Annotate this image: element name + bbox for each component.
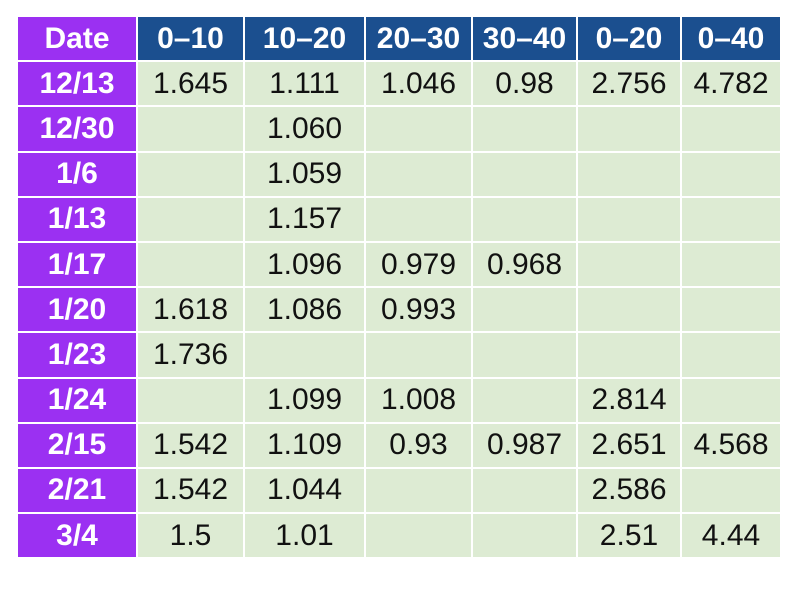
table-cell <box>136 376 245 424</box>
table-cell: 1.109 <box>243 421 366 469</box>
table-cell <box>471 512 578 560</box>
table-cell <box>364 150 473 198</box>
row-header-date: 1/13 <box>16 195 138 243</box>
table-cell <box>680 286 782 334</box>
table-cell <box>680 466 782 515</box>
table-cell <box>471 105 578 153</box>
row-header-date: 12/30 <box>16 105 138 153</box>
table-cell <box>576 195 682 243</box>
table-cell: 4.44 <box>680 512 782 560</box>
table-cell: 1.618 <box>136 286 245 334</box>
table-cell <box>576 240 682 289</box>
row-header-date: 2/21 <box>16 466 138 515</box>
header-row: Date 0–10 10–20 20–30 30–40 0–20 0–40 <box>16 14 782 63</box>
table-row: 2/15 1.542 1.109 0.93 0.987 2.651 4.568 <box>16 421 782 469</box>
table-cell <box>364 512 473 560</box>
table-row: 12/30 1.060 <box>16 105 782 153</box>
table-row: 1/17 1.096 0.979 0.968 <box>16 240 782 289</box>
table-cell: 1.157 <box>243 195 366 243</box>
column-header-10-20: 10–20 <box>243 14 366 63</box>
table-cell: 1.008 <box>364 376 473 424</box>
column-header-20-30: 20–30 <box>364 14 473 63</box>
table-row: 1/6 1.059 <box>16 150 782 198</box>
table-cell <box>680 195 782 243</box>
table-cell: 1.060 <box>243 105 366 153</box>
table-row: 1/20 1.618 1.086 0.993 <box>16 286 782 334</box>
table-cell <box>680 376 782 424</box>
row-header-date: 12/13 <box>16 60 138 108</box>
row-header-date: 1/23 <box>16 331 138 379</box>
table-cell <box>680 105 782 153</box>
table-cell: 1.645 <box>136 60 245 108</box>
table-cell: 2.586 <box>576 466 682 515</box>
table-cell: 1.5 <box>136 512 245 560</box>
table-header: Date 0–10 10–20 20–30 30–40 0–20 0–40 <box>16 14 782 63</box>
table-cell <box>136 150 245 198</box>
row-header-date: 2/15 <box>16 421 138 469</box>
table-cell: 0.979 <box>364 240 473 289</box>
table-row: 2/21 1.542 1.044 2.586 <box>16 466 782 515</box>
table-cell: 2.814 <box>576 376 682 424</box>
column-header-0-20: 0–20 <box>576 14 682 63</box>
table-cell: 0.968 <box>471 240 578 289</box>
table-cell <box>136 195 245 243</box>
table-cell: 0.93 <box>364 421 473 469</box>
table-cell <box>471 331 578 379</box>
table-cell: 0.987 <box>471 421 578 469</box>
row-header-date: 1/6 <box>16 150 138 198</box>
table-cell: 1.111 <box>243 60 366 108</box>
column-header-0-40: 0–40 <box>680 14 782 63</box>
table-cell: 1.059 <box>243 150 366 198</box>
table-cell: 2.651 <box>576 421 682 469</box>
table-cell: 2.756 <box>576 60 682 108</box>
table-cell <box>471 150 578 198</box>
table-cell: 1.099 <box>243 376 366 424</box>
table-cell: 1.096 <box>243 240 366 289</box>
table-cell <box>576 105 682 153</box>
table-cell <box>364 331 473 379</box>
table-cell <box>471 286 578 334</box>
table-cell <box>576 286 682 334</box>
table-cell: 0.993 <box>364 286 473 334</box>
table-cell: 1.542 <box>136 421 245 469</box>
table-cell <box>576 150 682 198</box>
table-cell <box>243 331 366 379</box>
table-cell: 1.01 <box>243 512 366 560</box>
data-table: Date 0–10 10–20 20–30 30–40 0–20 0–40 12… <box>16 14 782 560</box>
table-cell <box>680 240 782 289</box>
table-cell: 1.046 <box>364 60 473 108</box>
row-header-date: 3/4 <box>16 512 138 560</box>
row-header-date: 1/17 <box>16 240 138 289</box>
table-cell: 1.044 <box>243 466 366 515</box>
table-row: 3/4 1.5 1.01 2.51 4.44 <box>16 512 782 560</box>
table-body: 12/13 1.645 1.111 1.046 0.98 2.756 4.782 12/30 1… <box>16 60 782 560</box>
table-cell: 1.736 <box>136 331 245 379</box>
table-row: 12/13 1.645 1.111 1.046 0.98 2.756 4.782 <box>16 60 782 108</box>
column-header-date: Date <box>16 14 138 63</box>
table-cell <box>680 150 782 198</box>
table-row: 1/24 1.099 1.008 2.814 <box>16 376 782 424</box>
row-header-date: 1/24 <box>16 376 138 424</box>
table-cell <box>471 195 578 243</box>
table-cell: 1.086 <box>243 286 366 334</box>
table-row: 1/23 1.736 <box>16 331 782 379</box>
table-cell <box>364 195 473 243</box>
row-header-date: 1/20 <box>16 286 138 334</box>
table-cell: 4.568 <box>680 421 782 469</box>
table-cell <box>364 466 473 515</box>
table-row: 1/13 1.157 <box>16 195 782 243</box>
table-cell <box>576 331 682 379</box>
table-cell <box>471 376 578 424</box>
column-header-0-10: 0–10 <box>136 14 245 63</box>
table-cell: 0.98 <box>471 60 578 108</box>
table-cell <box>136 240 245 289</box>
table-cell <box>471 466 578 515</box>
table-cell <box>364 105 473 153</box>
table-cell: 1.542 <box>136 466 245 515</box>
table-cell: 4.782 <box>680 60 782 108</box>
table-cell <box>680 331 782 379</box>
table-cell <box>136 105 245 153</box>
table-cell: 2.51 <box>576 512 682 560</box>
column-header-30-40: 30–40 <box>471 14 578 63</box>
